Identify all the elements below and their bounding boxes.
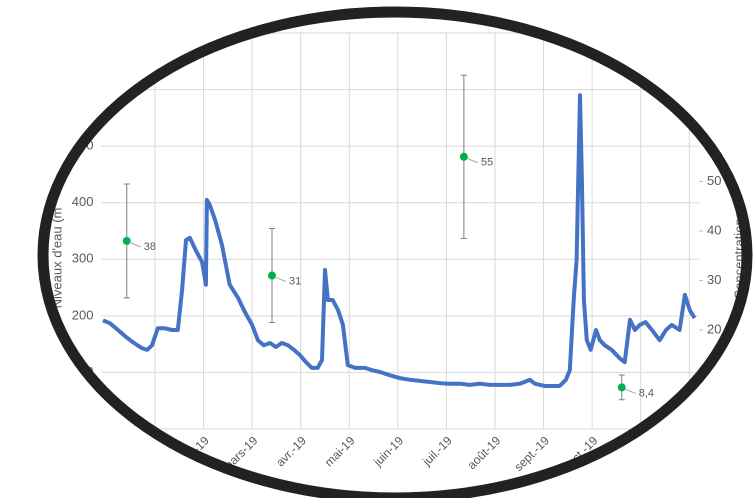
water-level-line: [102, 93, 697, 388]
data-label: 55: [481, 157, 493, 169]
x-tick-label: mai-19: [322, 433, 358, 469]
y2-tick-label: 20: [707, 321, 721, 336]
label-leader: [275, 277, 287, 283]
data-label: 38: [144, 241, 156, 253]
label-leader: [625, 388, 636, 394]
y2-tick-label: 50: [707, 173, 721, 188]
y2-tick-label: 80: [707, 24, 721, 39]
concentration-point: [459, 152, 468, 161]
label-leader: [467, 158, 479, 164]
y-tick-label: 700: [72, 24, 94, 39]
concentration-point: [122, 236, 131, 245]
x-tick-label: août-19: [465, 433, 504, 472]
data-label: 8,4: [639, 387, 654, 399]
label-leader: [130, 242, 141, 248]
concentration-point: [617, 383, 626, 392]
y-tick-label: 0: [86, 420, 93, 435]
y2-tick-label: 40: [707, 222, 721, 237]
y-tick-label: 400: [72, 194, 94, 209]
plot-area: janv.-19 févr.-19 mars-19 avr.-19 mai-19 juin…: [49, 24, 746, 474]
data-label: 31: [289, 275, 301, 287]
frame: [37, 6, 753, 498]
x-tick-label: juil.-19: [419, 433, 455, 469]
y2-tick-label: 60: [707, 123, 721, 138]
y-axis-title: Niveaux d'eau (m: [49, 208, 64, 309]
y-tick-label: 600: [72, 81, 94, 96]
x-tick-label: déc.-19: [659, 433, 697, 471]
y2-tick-label: 30: [707, 272, 721, 287]
x-tick-label: sept.-19: [511, 433, 552, 474]
x-tick-label: avr.-19: [273, 433, 309, 469]
concentration-point: [268, 271, 277, 280]
y2-tick-label: 0: [707, 420, 714, 435]
y-tick-label: 300: [72, 251, 94, 266]
y-tick-label: 200: [72, 307, 94, 322]
x-tick-label: juin-19: [370, 433, 406, 469]
y2-tick-label: 70: [707, 74, 721, 89]
